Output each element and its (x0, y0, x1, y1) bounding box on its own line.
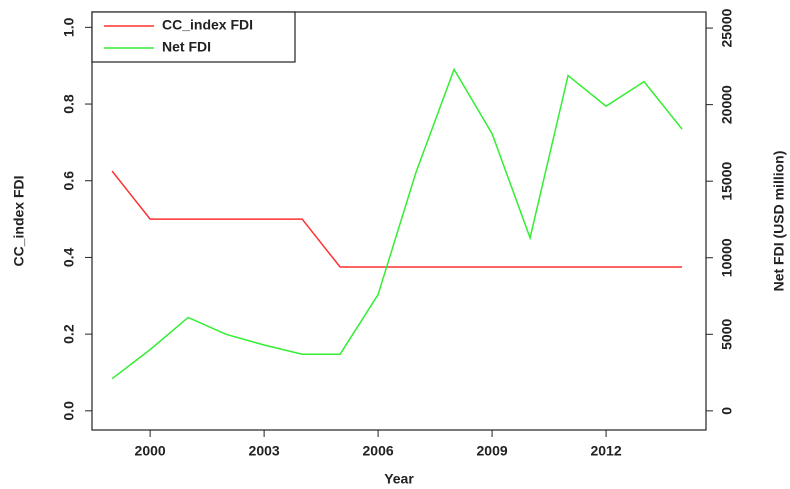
y-axis-label: CC_index FDI (11, 175, 27, 266)
y2-axis-label: Net FDI (USD million) (771, 151, 787, 292)
legend-box (91, 11, 296, 63)
y2-tick-label: 0 (719, 407, 735, 415)
y2-tick-label: 10000 (719, 238, 735, 277)
y-tick-label: 0.8 (61, 94, 77, 114)
legend-label: CC_index FDI (162, 17, 253, 33)
x-tick-label: 2006 (363, 443, 394, 459)
x-tick-label: 2003 (249, 443, 280, 459)
series-line (111, 170, 683, 268)
y-tick-label: 0.4 (61, 247, 77, 267)
x-tick-label: 2012 (590, 443, 621, 459)
x-tick-label: 2009 (477, 443, 508, 459)
y2-tick-label: 15000 (719, 162, 735, 201)
y-tick-label: 0.6 (61, 171, 77, 191)
x-tick-label: 2000 (135, 443, 166, 459)
series-line (111, 67, 683, 380)
y-tick-label: 0.0 (61, 401, 77, 421)
plot-frame (91, 11, 707, 431)
y-tick-label: 0.2 (61, 324, 77, 344)
y-tick-label: 1.0 (61, 17, 77, 37)
y2-tick-label: 20000 (719, 85, 735, 124)
y2-tick-label: 5000 (719, 319, 735, 350)
y2-tick-label: 25000 (719, 8, 735, 47)
legend-label: Net FDI (162, 39, 211, 55)
x-axis-label: Year (384, 471, 414, 487)
